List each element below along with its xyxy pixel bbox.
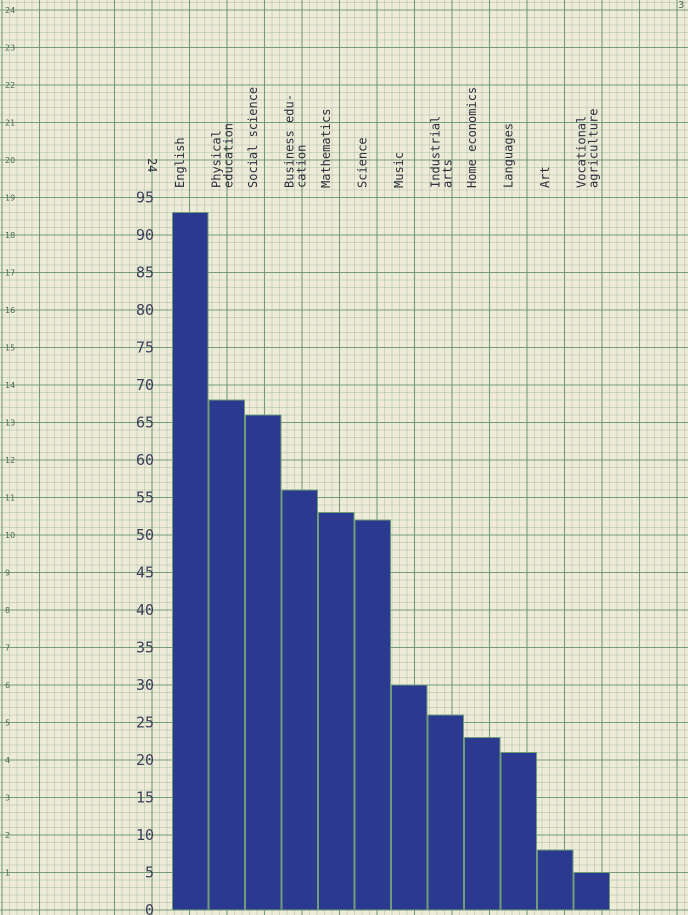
category-label: English	[173, 137, 187, 188]
category-label: Science	[356, 137, 370, 188]
y-tick-label: 90	[136, 226, 154, 244]
edge-tick-label: 21	[5, 119, 15, 128]
y-tick-label: 5	[145, 864, 154, 882]
category-label-line: Vocational	[575, 116, 589, 188]
edge-tick-label: 8	[5, 606, 10, 615]
edge-tick-label: 5	[5, 719, 10, 728]
y-tick-label: 55	[136, 489, 154, 507]
category-label-line: arts	[441, 159, 455, 188]
category-label-line: Physical	[210, 130, 224, 188]
bar	[318, 512, 355, 911]
category-label: Art	[538, 166, 552, 188]
y-tick-label: 25	[136, 714, 154, 732]
bar	[500, 752, 537, 911]
y-tick-label: 20	[136, 751, 154, 769]
edge-tick-label: 7	[5, 644, 10, 653]
category-label: Music	[392, 152, 406, 188]
edge-tick-label: 24	[5, 6, 15, 15]
category-label: Mathematics	[319, 109, 333, 188]
y-tick-label: 30	[136, 676, 154, 694]
edge-tick-label: 2	[5, 831, 10, 840]
edge-tick-label: 15	[5, 344, 15, 353]
y-tick-label: 95	[136, 189, 154, 207]
edge-tick-label: 4	[5, 756, 10, 765]
category-label: Languages	[502, 123, 516, 188]
category-label-line: English	[173, 137, 187, 188]
edge-tick-label: 19	[5, 194, 15, 203]
edge-tick-label: 6	[5, 681, 10, 690]
category-label-line: Social science	[246, 87, 260, 188]
edge-tick-label: 23	[5, 44, 15, 53]
edge-tick-label: 10	[5, 531, 15, 540]
bar	[537, 849, 574, 911]
edge-tick-label: 13	[5, 419, 15, 428]
y-tick-label: 35	[136, 639, 154, 657]
category-label-line: Industrial	[429, 116, 443, 188]
edge-tick-label: 9	[5, 569, 10, 578]
bar	[245, 414, 282, 911]
bar	[172, 212, 209, 911]
y-tick-label: 10	[136, 826, 154, 844]
y-tick-label: 75	[136, 339, 154, 357]
edge-tick-label: 3	[5, 794, 10, 803]
bar	[391, 684, 428, 911]
bar	[427, 714, 464, 911]
edge-tick-label: 1	[5, 869, 10, 878]
category-label-line: Art	[538, 166, 552, 188]
edge-tick-label: 22	[5, 81, 15, 90]
edge-tick-label: 16	[5, 306, 15, 315]
y-tick-label: 45	[136, 564, 154, 582]
y-tick-label: 85	[136, 264, 154, 282]
category-label-line: agriculture	[587, 109, 601, 188]
y-tick-label: 50	[136, 526, 154, 544]
y-tick-label: 15	[136, 789, 154, 807]
page-mark: 3	[678, 0, 684, 11]
bar-series	[172, 212, 610, 911]
category-label-line: Science	[356, 137, 370, 188]
edge-tick-label: 14	[5, 381, 15, 390]
category-label-line: education	[222, 123, 236, 188]
edge-tick-label: 17	[5, 269, 15, 278]
category-label-line: cation	[295, 145, 309, 188]
category-label-line: Home economics	[465, 87, 479, 188]
y-tick-label: 65	[136, 414, 154, 432]
corner-label: 24	[145, 158, 159, 172]
y-axis-tick-labels: 0 5 10 15 20 25 30 35 40 45 50 55 60 65 70 75 80 85 90 95	[136, 189, 154, 915]
edge-tick-label: 12	[5, 456, 15, 465]
bar	[281, 489, 318, 911]
y-tick-label: 40	[136, 601, 154, 619]
category-label-line: Music	[392, 152, 406, 188]
category-label-line: Languages	[502, 123, 516, 188]
y-tick-label: 70	[136, 376, 154, 394]
y-tick-label: 80	[136, 301, 154, 319]
category-label: Social science	[246, 87, 260, 188]
edge-tick-label: 20	[5, 156, 15, 165]
category-label: Home economics	[465, 87, 479, 188]
category-label-line: Business edu-	[283, 94, 297, 188]
category-label: Business edu-cation	[283, 94, 309, 188]
bar	[573, 872, 610, 911]
bar	[208, 399, 245, 911]
category-label-line: Mathematics	[319, 109, 333, 188]
bar	[354, 519, 391, 911]
y-tick-label: 60	[136, 451, 154, 469]
edge-tick-label: 18	[5, 231, 15, 240]
y-tick-label: 0	[145, 901, 154, 915]
bar	[464, 737, 501, 911]
edge-tick-label: 11	[5, 494, 15, 503]
